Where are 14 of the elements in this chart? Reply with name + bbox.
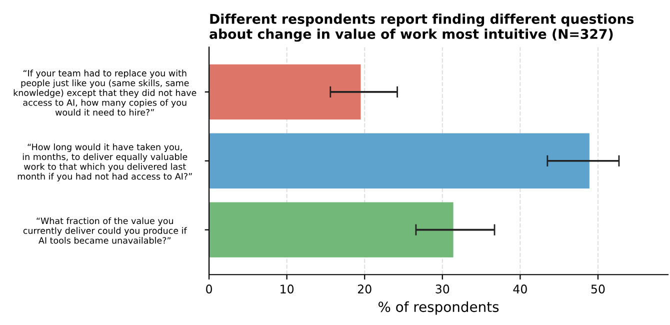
x-axis-title: % of respondents — [378, 301, 499, 315]
bar — [209, 133, 590, 188]
chart-title: Different respondents report finding different questions about change in value of work most intuitive (N=327) — [210, 14, 634, 42]
x-tick-label: 50 — [591, 284, 605, 294]
y-tick-label: “How long would it have taken you, in months, to deliver equally valuable work to that which you delivered last month if you had not had access to AI?” — [18, 144, 192, 182]
y-tick-label: “If your team had to replace you with people just like you (same skills, same knowledge) except that they did not have access to AI, how many copies of you would it need to hire?” — [14, 70, 196, 116]
y-tick-label: “What fraction of the value you currently deliver could you produce if AI tools became unavailable?” — [23, 217, 187, 244]
x-tick-label: 10 — [280, 284, 294, 294]
bar — [209, 202, 454, 258]
x-tick-label: 0 — [206, 284, 212, 294]
bar — [209, 64, 361, 120]
x-tick-label: 20 — [358, 284, 372, 294]
x-tick-label: 40 — [513, 284, 527, 294]
x-tick-label: 30 — [436, 284, 450, 294]
